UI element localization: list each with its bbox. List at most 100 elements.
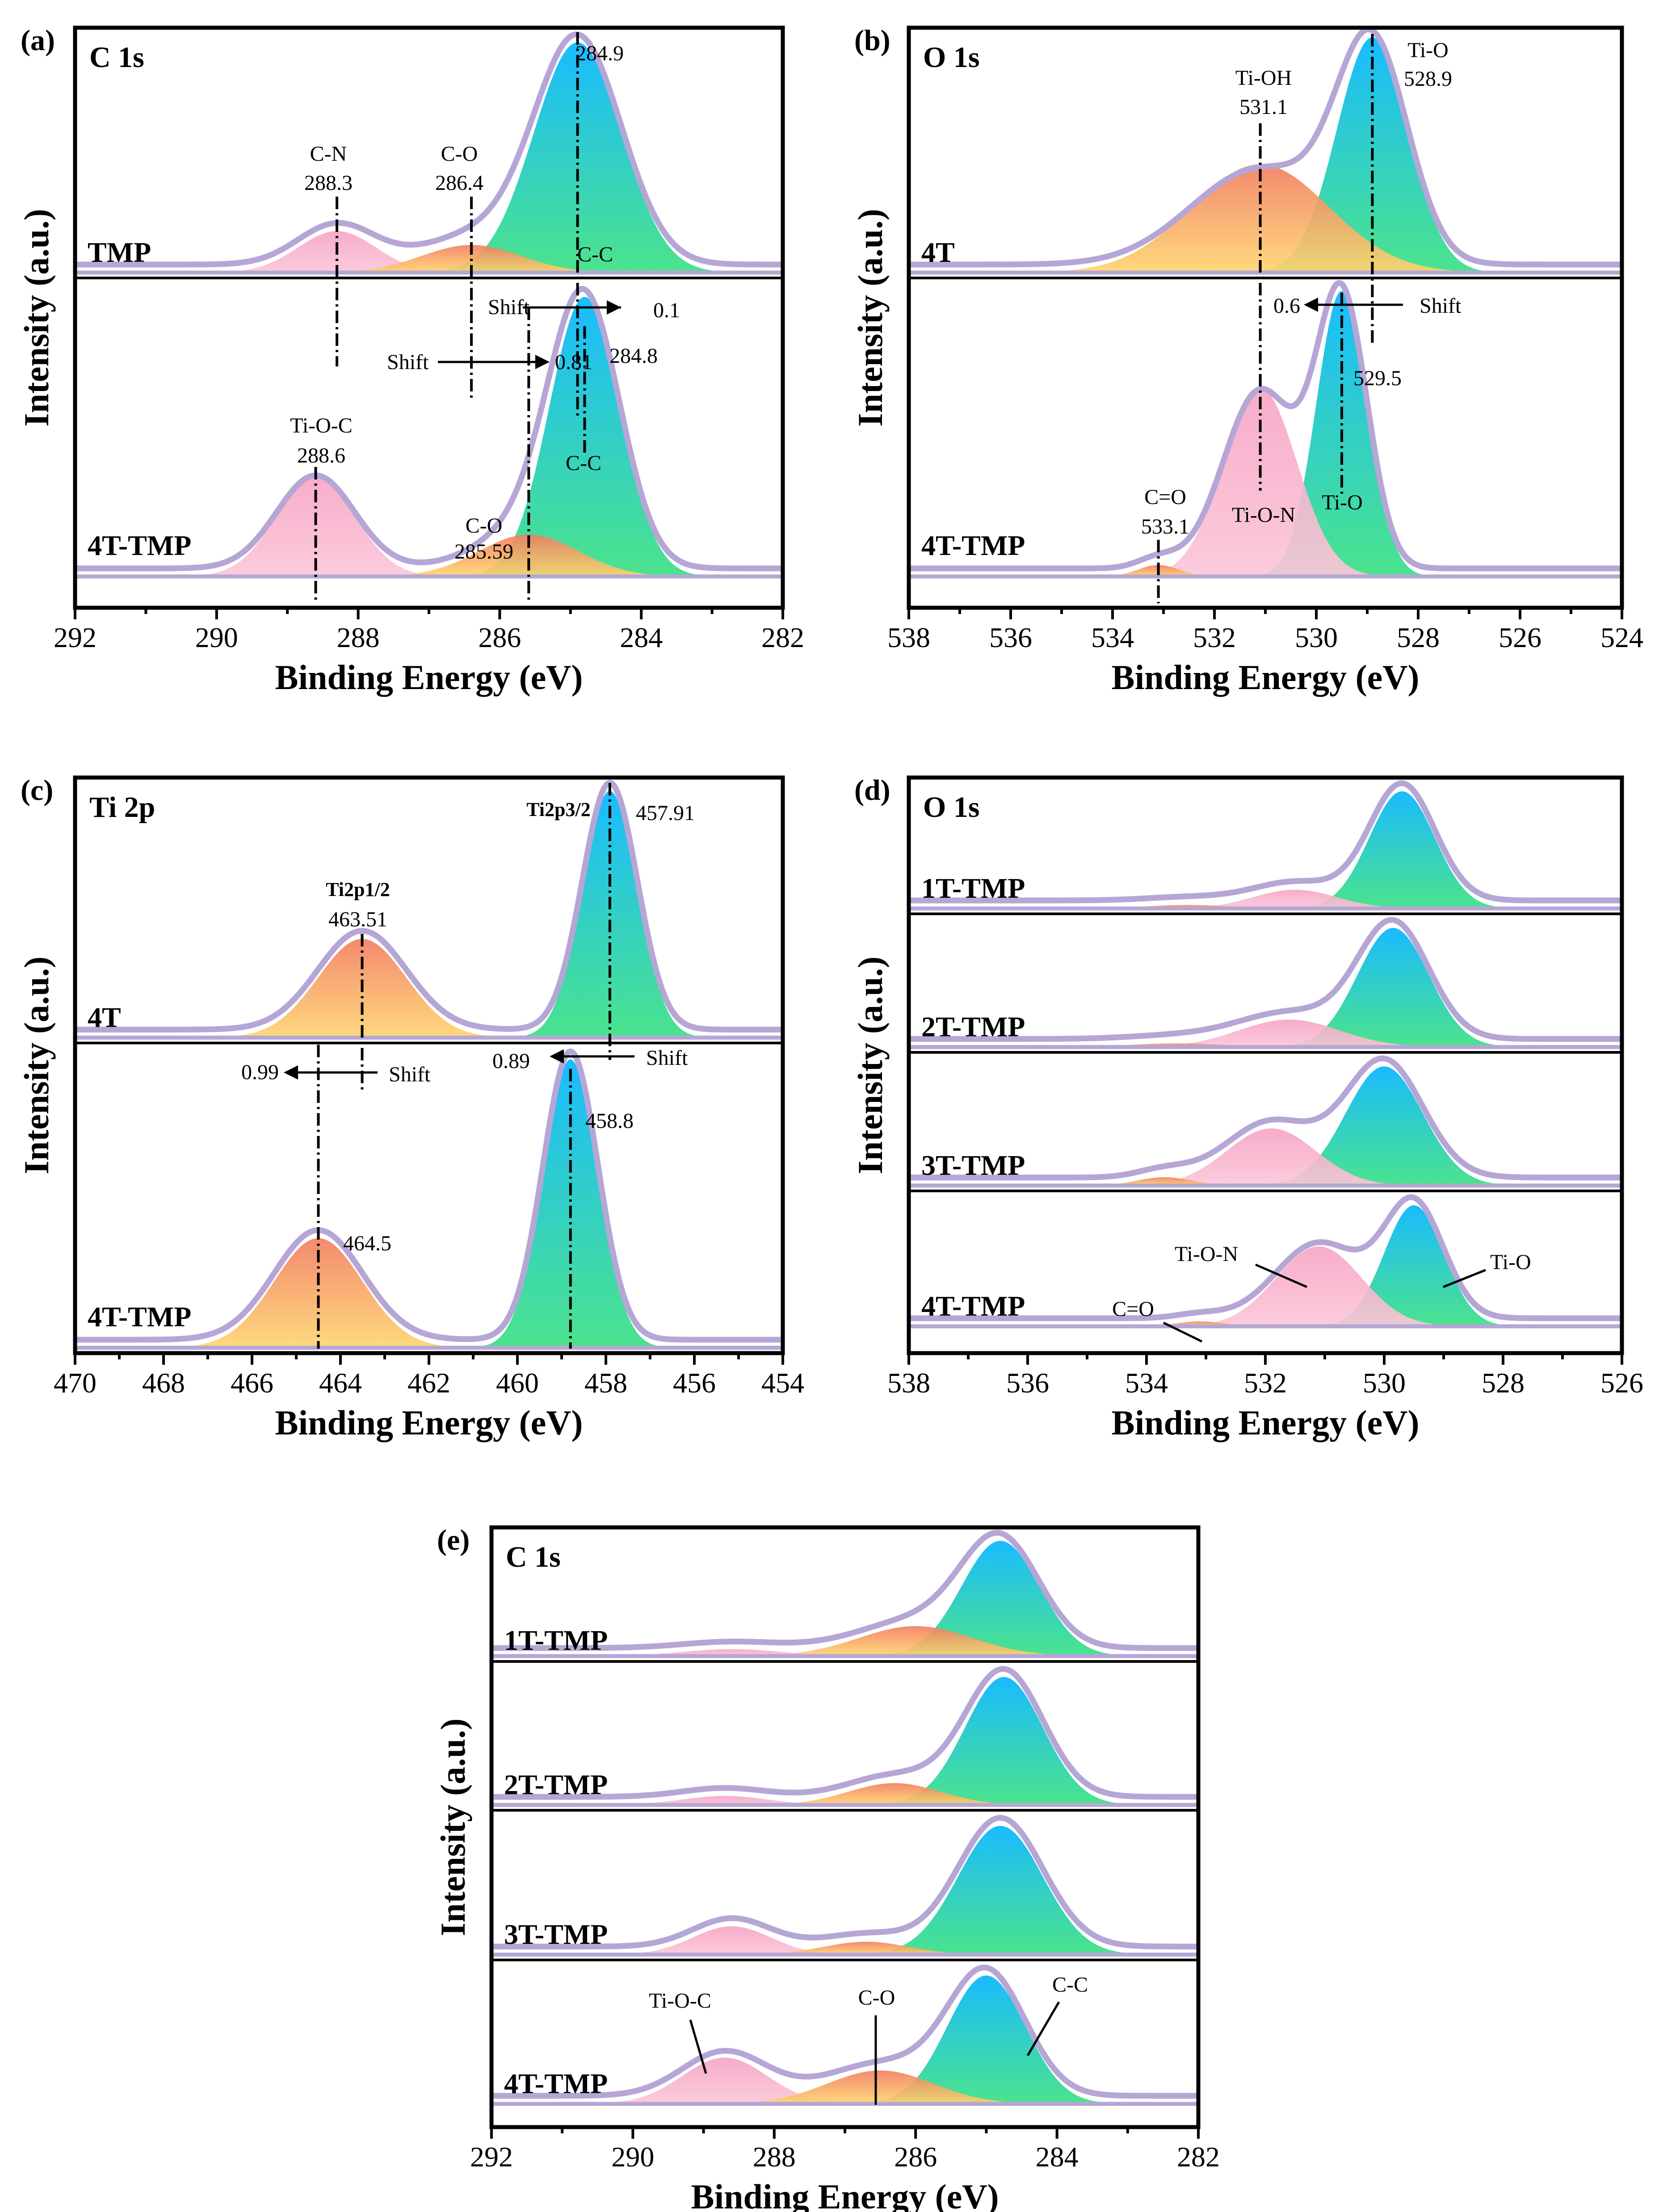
e-tioc-leader bbox=[689, 2019, 707, 2074]
x-tick-label: 288 bbox=[753, 2141, 796, 2173]
peak-ti-o-1t-tmp bbox=[909, 791, 1622, 908]
c-shift1-arrowhead bbox=[284, 1065, 298, 1080]
envelope-4t-tmp bbox=[907, 280, 1623, 572]
x-tick-label: 528 bbox=[1397, 622, 1440, 653]
stack-2t-tmp bbox=[490, 1666, 1200, 1807]
annotations-layer: 284.9 C-C C-O 286.4 C-N 288.3 Shift 0.1 … bbox=[241, 32, 1531, 2105]
plots-layer: TMP 4T-TMP 292 290 288 286 284 282 Binding Energ… bbox=[17, 24, 1643, 2212]
sample-label-3t-tmp: 3T-TMP bbox=[504, 1918, 608, 1950]
stack-4t-tmp bbox=[74, 1048, 784, 1350]
x-tick-label: 530 bbox=[1295, 622, 1338, 653]
b-4t-tio-value: 528.9 bbox=[1404, 67, 1452, 91]
x-tick-label: 530 bbox=[1363, 1367, 1406, 1399]
c-shift2-value: 0.89 bbox=[492, 1049, 530, 1073]
peak-ti2p1-2-4t bbox=[75, 939, 783, 1038]
x-tick-label: 282 bbox=[761, 622, 804, 653]
a-4ttmp-co-label: C-O bbox=[466, 514, 503, 538]
sample-label-1t-tmp: 1T-TMP bbox=[504, 1624, 608, 1656]
panel-label: (e) bbox=[437, 1524, 470, 1556]
envelope-4t-tmp bbox=[74, 286, 784, 572]
x-tick-label: 292 bbox=[470, 2141, 513, 2173]
peak-c-c-3t-tmp bbox=[491, 1825, 1198, 1955]
b-4ttmp-co-label: C=O bbox=[1144, 485, 1186, 509]
envelope-tmp bbox=[74, 31, 784, 268]
x-tick-label: 292 bbox=[54, 622, 97, 653]
a-tmp-co-label: C-O bbox=[441, 142, 478, 166]
b-4ttmp-tio-value: 529.5 bbox=[1353, 366, 1402, 390]
y-axis-label: Intensity (a.u.) bbox=[17, 209, 56, 427]
peak-ti-o-c-2t-tmp bbox=[491, 1796, 1198, 1805]
x-tick-label: 532 bbox=[1244, 1367, 1287, 1399]
b-4ttmp-co-value: 533.1 bbox=[1141, 515, 1189, 538]
b-4t-tio-label: Ti-O bbox=[1407, 38, 1449, 62]
x-axis-label: Binding Energy (eV) bbox=[691, 2177, 999, 2212]
panel-d: 1T-TMP 2T-TMP 3T-TMP 4T-TMP 538 536 534 532 530 5… bbox=[851, 774, 1643, 1442]
peak-ti2p3-2-4t bbox=[75, 791, 783, 1038]
x-tick-label: 290 bbox=[195, 622, 238, 653]
x-tick-label: 524 bbox=[1600, 622, 1643, 653]
x-tick-label: 286 bbox=[478, 622, 521, 653]
stack-4t-tmp bbox=[74, 286, 784, 579]
peak-c-c-4t-tmp bbox=[491, 1975, 1198, 2104]
core-level-title: C 1s bbox=[506, 1541, 561, 1573]
core-level-title: O 1s bbox=[923, 41, 980, 74]
envelope-3t-tmp bbox=[490, 1815, 1200, 1950]
x-tick-label: 526 bbox=[1600, 1367, 1643, 1399]
envelope-1t-tmp bbox=[907, 780, 1623, 904]
panel-c: 4T 4T-TMP 470 468 466 464 462 460 458 456 454 Bindi… bbox=[17, 774, 804, 1442]
stack-3t-tmp bbox=[907, 1055, 1623, 1188]
a-tmp-cn-label: C-N bbox=[310, 142, 347, 166]
x-tick-label: 538 bbox=[887, 1367, 930, 1399]
d-4ttmp-tio-label: Ti-O bbox=[1490, 1250, 1531, 1274]
x-tick-label: 284 bbox=[1036, 2141, 1079, 2173]
stack-1t-tmp bbox=[907, 780, 1623, 911]
x-tick-label: 456 bbox=[673, 1367, 716, 1399]
sample-label-3t-tmp: 3T-TMP bbox=[921, 1149, 1025, 1181]
peak-c-o-tmp bbox=[75, 245, 783, 273]
x-axis-label: Binding Energy (eV) bbox=[275, 658, 583, 697]
core-level-title: O 1s bbox=[923, 791, 980, 824]
a-tmp-cc-label: C-C bbox=[577, 243, 613, 266]
envelope-1t-tmp bbox=[490, 1530, 1200, 1651]
panel-d-annotations: Ti-O-N Ti-O C=O bbox=[1112, 1242, 1531, 1343]
sample-label-4t: 4T bbox=[921, 236, 955, 268]
x-tick-label: 460 bbox=[496, 1367, 539, 1399]
panel-label: (d) bbox=[854, 774, 890, 807]
envelope-2t-tmp bbox=[490, 1666, 1200, 1800]
peak-c-o-4t-tmp bbox=[75, 534, 783, 576]
envelope-2t-tmp bbox=[907, 917, 1623, 1042]
sample-label-1t-tmp: 1T-TMP bbox=[921, 872, 1025, 904]
envelope-4t bbox=[907, 26, 1623, 268]
core-level-title: C 1s bbox=[89, 41, 144, 74]
peak-c-c-2t-tmp bbox=[491, 1677, 1198, 1805]
stack-tmp bbox=[74, 31, 784, 275]
plot-frame bbox=[489, 1525, 1201, 2129]
peak-c-c-1t-tmp bbox=[491, 1541, 1198, 1656]
envelope-3t-tmp bbox=[907, 1055, 1623, 1181]
x-tick-label: 534 bbox=[1091, 622, 1134, 653]
envelope-4t-tmp bbox=[74, 1048, 784, 1343]
sample-label-2t-tmp: 2T-TMP bbox=[504, 1769, 608, 1800]
b-shift-value: 0.6 bbox=[1273, 294, 1300, 318]
a-tmp-co-value: 286.4 bbox=[435, 171, 483, 195]
panel-b: 4T 4T-TMP 538 536 534 532 530 528 526 524 Binding … bbox=[851, 24, 1643, 697]
x-tick-label: 526 bbox=[1499, 622, 1541, 653]
x-tick-label: 538 bbox=[887, 622, 930, 653]
x-tick-label: 284 bbox=[620, 622, 663, 653]
peak-c-c-tmp bbox=[75, 42, 783, 273]
x-tick-label: 462 bbox=[407, 1367, 450, 1399]
c-4t-ti2p32-label: Ti2p3/2 bbox=[526, 799, 590, 820]
x-tick-label: 286 bbox=[894, 2141, 937, 2173]
c-shift2-label: Shift bbox=[646, 1046, 688, 1070]
envelope-4t bbox=[74, 780, 784, 1033]
d-tio-leader bbox=[1443, 1269, 1486, 1288]
stack-2t-tmp bbox=[907, 917, 1623, 1049]
reference-lines bbox=[314, 32, 1374, 1349]
peak-ti-o-2t-tmp bbox=[909, 928, 1622, 1047]
x-tick-label: 468 bbox=[142, 1367, 185, 1399]
a-4ttmp-tioc-label: Ti-O-C bbox=[290, 414, 353, 437]
x-tick-label: 288 bbox=[337, 622, 380, 653]
c-4t-ti2p12-label: Ti2p1/2 bbox=[326, 879, 390, 900]
stack-3t-tmp bbox=[490, 1815, 1200, 1957]
envelope-4t-tmp bbox=[907, 1194, 1623, 1321]
